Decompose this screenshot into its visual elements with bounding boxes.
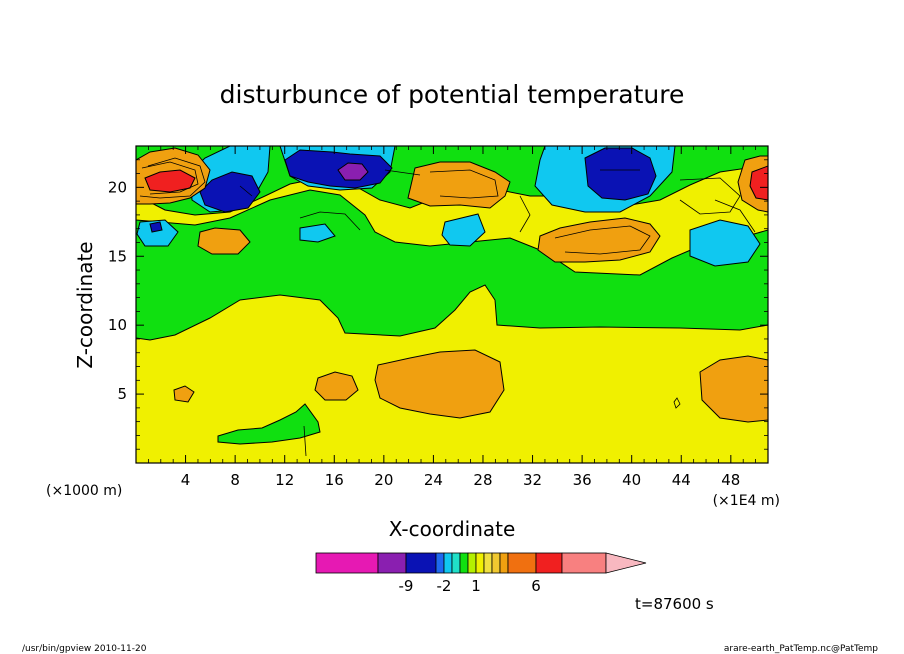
- footer-right: arare-earth_PatTemp.nc@PatTemp: [724, 644, 878, 654]
- legend-swatch: [459, 552, 469, 574]
- y-tick-label: 15: [108, 247, 127, 265]
- legend-swatch: [451, 552, 461, 574]
- x-axis-label: X-coordinate: [389, 517, 516, 541]
- x-unit-right: (×1E4 m): [713, 493, 780, 509]
- y-tick-label: 10: [108, 316, 127, 334]
- y-axis-ticks: 5 10 15 20: [108, 159, 768, 450]
- blue-core: [149, 147, 657, 233]
- x-tick-label: 36: [573, 471, 592, 489]
- x-tick-label: 4: [181, 471, 191, 489]
- legend-swatch: [535, 552, 563, 574]
- legend-tick-label: -2: [437, 577, 452, 595]
- legend-swatch: [315, 552, 379, 574]
- legend-swatch: [499, 552, 509, 574]
- y-axis-label: Z-coordinate: [73, 241, 97, 368]
- green-low: [217, 403, 321, 445]
- x-tick-label: 32: [523, 471, 542, 489]
- x-tick-label: 20: [374, 471, 393, 489]
- legend-tick-label: 6: [531, 577, 541, 595]
- contour-lines: [139, 157, 756, 457]
- legend-swatch: [443, 552, 453, 574]
- x-tick-label: 28: [473, 471, 492, 489]
- x-axis-ticks: 4 8 12 16 20 24 28 32 36 40 44 48: [147, 146, 757, 489]
- y-tick-label: 20: [108, 178, 127, 196]
- x-tick-label: 8: [230, 471, 240, 489]
- x-tick-label: 40: [622, 471, 641, 489]
- x-tick-label: 48: [721, 471, 740, 489]
- legend-swatch: [467, 552, 477, 574]
- legend-swatch: [507, 552, 537, 574]
- color-legend: [315, 552, 647, 574]
- footer-left: /usr/bin/gpview 2010-11-20: [22, 644, 147, 654]
- purple-core: [337, 162, 369, 181]
- legend-tick-label: 1: [471, 577, 481, 595]
- legend-swatch: [405, 552, 437, 574]
- x-tick-label: 16: [325, 471, 344, 489]
- legend-swatch: [491, 552, 501, 574]
- legend-swatch: [561, 552, 607, 574]
- x-tick-label: 44: [672, 471, 691, 489]
- legend-swatch: [475, 552, 485, 574]
- legend-swatch: [377, 552, 407, 574]
- x-unit-left: (×1000 m): [46, 483, 122, 499]
- time-label: t=87600 s: [635, 595, 714, 613]
- color-legend-labels: -9 -2 1 6: [399, 577, 541, 595]
- legend-swatch: [483, 552, 493, 574]
- plot-frame: [135, 145, 769, 464]
- y-tick-label: 5: [117, 385, 127, 403]
- legend-arrow: [605, 552, 647, 574]
- orange-warm: [136, 147, 768, 423]
- chart-title: disturbunce of potential temperature: [220, 80, 685, 109]
- x-tick-label: 24: [424, 471, 443, 489]
- x-tick-label: 12: [275, 471, 294, 489]
- legend-swatch: [435, 552, 445, 574]
- legend-tick-label: -9: [399, 577, 414, 595]
- contour-field: [136, 146, 768, 463]
- red-hot: [144, 165, 768, 201]
